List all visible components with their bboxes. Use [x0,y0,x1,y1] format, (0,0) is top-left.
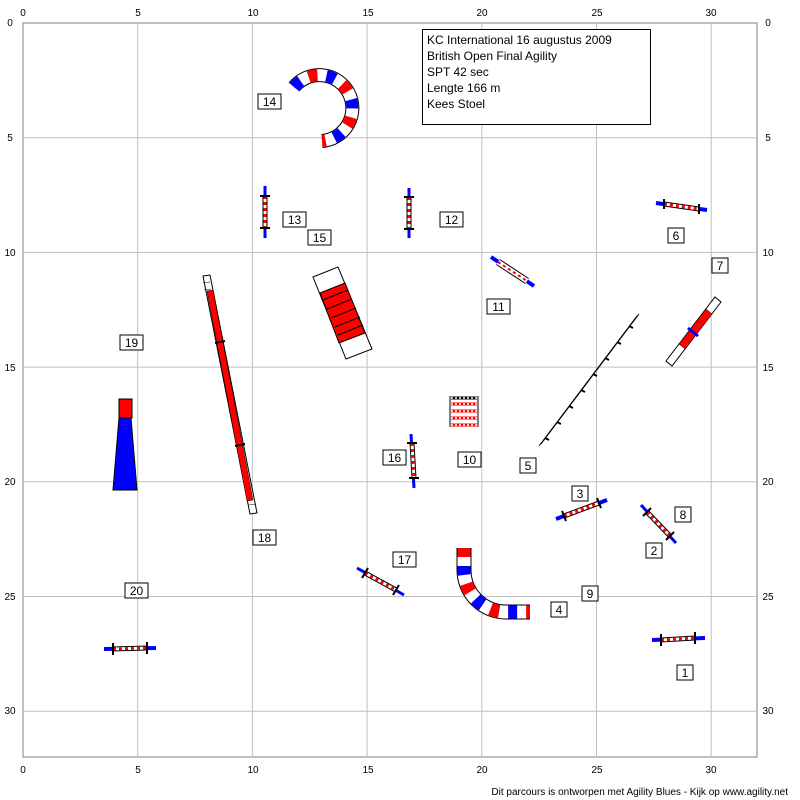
obstacle-number-labels: 14 13 15 12 6 7 11 19 16 10 5 3 8 2 18 1… [119,93,729,681]
svg-text:3: 3 [577,487,584,501]
x-tick-top: 5 [135,8,141,19]
field-border [22,22,758,758]
svg-text:7: 7 [717,259,724,273]
hurdle-16 [407,433,419,489]
label-10: 10 [457,451,482,468]
svg-text:5: 5 [525,459,532,473]
x-tick-bottom: 15 [362,765,374,776]
tunnel-14 [288,68,360,148]
y-tick-right: 25 [762,592,774,603]
hurdle-1 [651,632,706,646]
label-12: 12 [439,211,464,228]
svg-text:9: 9 [587,587,594,601]
label-16: 16 [382,449,407,466]
info-line-judge: Kees Stoel [427,97,486,111]
y-tick-right: 20 [762,477,774,488]
svg-text:12: 12 [445,213,459,227]
svg-text:1: 1 [682,666,689,680]
y-tick-right: 10 [762,248,774,259]
y-tick-right: 30 [762,706,774,717]
hurdle-3 [555,497,608,522]
label-4: 4 [550,601,568,618]
label-7: 7 [711,257,729,274]
x-tick-bottom: 10 [247,765,259,776]
svg-text:2: 2 [651,544,658,558]
y-tick-right: 15 [762,363,774,374]
svg-text:20: 20 [130,584,144,598]
label-9: 9 [581,585,599,602]
svg-text:8: 8 [680,508,687,522]
label-19: 19 [119,334,144,351]
x-tick-top: 25 [591,8,603,19]
tunnel-4 [456,548,530,620]
hurdle-13 [260,186,270,238]
y-tick-left: 30 [4,706,16,717]
hurdle-17 [356,566,405,597]
svg-text:10: 10 [463,453,477,467]
label-3: 3 [571,485,589,502]
svg-text:6: 6 [673,229,680,243]
info-line-length: Lengte 166 m [427,81,501,95]
svg-text:14: 14 [263,95,277,109]
svg-text:17: 17 [398,553,412,567]
label-11: 11 [486,298,511,315]
x-tick-bottom: 25 [591,765,603,776]
y-tick-left: 15 [4,363,16,374]
hurdle-6 [655,199,708,214]
svg-text:19: 19 [125,336,139,350]
obstacle-5-weave [538,313,640,447]
label-14: 14 [257,93,282,110]
label-6: 6 [667,227,685,244]
x-tick-bottom: 20 [476,765,488,776]
obstacle-18-dogwalk [202,274,258,515]
label-13: 13 [282,211,307,228]
x-tick-bottom: 30 [705,765,717,776]
label-18: 18 [252,529,277,546]
y-tick-right: 0 [765,18,771,29]
label-2: 2 [645,542,663,559]
label-5: 5 [519,457,537,474]
obstacle-7-seesaw [665,296,722,367]
hurdle-11 [489,255,536,288]
obstacle-10-longjump [449,395,479,427]
y-tick-left: 0 [7,18,13,29]
label-20: 20 [124,582,149,599]
hurdle-20 [103,642,157,655]
obstacle-19-tire [112,398,138,491]
x-tick-top: 20 [476,8,488,19]
svg-text:16: 16 [388,451,402,465]
svg-text:18: 18 [258,531,272,545]
label-8: 8 [674,506,692,523]
y-tick-right: 5 [765,133,771,144]
y-tick-left: 5 [7,133,13,144]
x-tick-top: 0 [20,8,26,19]
info-line-event: KC International 16 augustus 2009 [427,33,612,47]
svg-text:4: 4 [556,603,563,617]
info-line-spt: SPT 42 sec [427,65,489,79]
x-tick-top: 30 [705,8,717,19]
x-tick-bottom: 0 [20,765,26,776]
x-tick-bottom: 5 [135,765,141,776]
obstacle-15-aframe [312,266,373,360]
x-tick-top: 15 [362,8,374,19]
info-line-class: British Open Final Agility [427,49,558,63]
axis-ticks: 0 5 10 15 20 25 30 0 5 10 15 20 25 30 0 … [4,8,774,776]
label-17: 17 [392,551,417,568]
svg-text:11: 11 [492,300,505,314]
y-tick-left: 20 [4,477,16,488]
y-tick-left: 25 [4,592,16,603]
svg-text:13: 13 [288,213,302,227]
footer-credit: Dit parcours is ontworpen met Agility Bl… [491,787,788,798]
x-tick-top: 10 [247,8,259,19]
label-15: 15 [307,229,332,246]
label-1: 1 [676,664,694,681]
hurdle-12 [404,188,414,238]
svg-text:15: 15 [313,231,327,245]
hurdle-2 [639,503,678,545]
y-tick-left: 10 [4,248,16,259]
course-info-box: KC International 16 augustus 2009 Britis… [422,29,651,125]
